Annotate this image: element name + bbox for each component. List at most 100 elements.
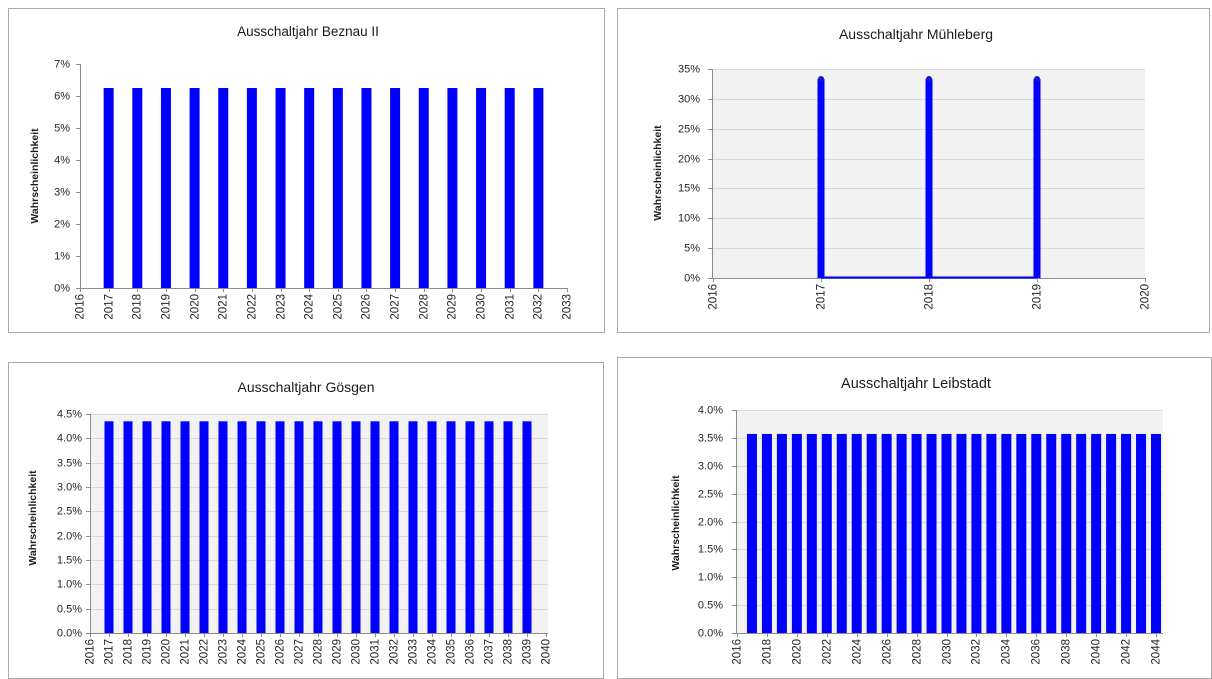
x-tick-label: 2021 [180,639,192,665]
x-tick-label: 2039 [522,639,534,665]
x-tick-label: 2017 [104,294,116,320]
y-tick-label: 4.0% [57,433,82,445]
chart-canvas: Ausschaltjahr Leibstadt Wahrscheinlichke… [670,376,1163,665]
x-tick-label: 2034 [427,638,439,664]
y-tick-label: 2.0% [57,531,82,543]
bar [836,433,847,633]
bar [351,421,361,633]
bar [941,433,952,633]
chart-title: Ausschaltjahr Beznau II [237,24,379,39]
x-tick-label: 2018 [924,284,936,310]
y-tick-label: 3.0% [698,461,723,473]
chart-goesgen: Ausschaltjahr Gösgen Wahrscheinlichkeit … [8,362,604,679]
x-axis: 2016 2017 2018 2019 2020 [708,278,1152,310]
bar [1151,433,1161,633]
bar [1016,433,1027,633]
y-tick-label: 2.0% [698,517,723,529]
bar [447,88,458,288]
y-tick-label: 1.0% [57,579,82,591]
bar [522,421,532,633]
y-tick-label: 1.5% [57,555,82,567]
y-tick-label: 5% [54,123,70,135]
y-tick-label: 5% [684,243,700,255]
x-tick-label: 2016 [708,284,720,310]
y-tick-label: 0% [54,283,70,295]
x-tick-label: 2038 [1061,639,1073,665]
y-tick-label: 1.5% [698,544,723,556]
x-tick-label: 2042 [1121,639,1133,665]
chart-beznau-ii: Ausschaltjahr Beznau II Wahrscheinlichke… [8,8,605,333]
bar [275,88,286,288]
y-axis-title: Wahrscheinlichkeit [29,128,41,224]
bar [1076,433,1087,633]
bar [476,88,487,288]
bar [304,88,315,288]
x-tick-label: 2018 [132,294,144,320]
bar-marker [818,75,824,82]
x-tick-label: 2020 [792,639,804,665]
bar [484,421,494,633]
chart-title: Ausschaltjahr Mühleberg [839,26,993,42]
y-tick-label: 1% [54,251,70,263]
y-tick-label: 30% [678,94,700,106]
x-tick-label: 2026 [361,294,373,320]
bar [866,433,877,633]
bar [971,433,982,633]
y-tick-label: 15% [678,183,700,195]
bar [104,421,114,633]
chart-title: Ausschaltjahr Gösgen [238,379,375,395]
x-tick-label: 2035 [446,639,458,665]
x-tick-label: 2024 [237,638,249,664]
x-tick-label: 2038 [503,639,515,665]
bars [103,88,544,288]
x-tick-label: 2016 [75,294,87,320]
x-tick-label: 2023 [276,294,288,320]
x-tick-label: 2016 [732,639,744,665]
x-tick-label: 2033 [408,639,420,665]
chart-leibstadt: Ausschaltjahr Leibstadt Wahrscheinlichke… [617,357,1212,679]
bar [361,88,372,288]
x-tick-label: 2036 [465,639,477,665]
bar [1061,433,1072,633]
plot-area [90,414,548,633]
bar [180,421,190,633]
y-tick-label: 3.0% [57,482,82,494]
x-tick-label: 2030 [476,294,488,320]
x-tick-label: 2031 [370,639,382,665]
y-tick-label: 0.5% [698,600,723,612]
y-tick-label: 3% [54,187,70,199]
x-tick-label: 2025 [256,639,268,665]
bar [911,433,922,633]
x-tick-label: 2029 [447,294,459,320]
bar [956,433,967,633]
bar [189,88,200,288]
x-tick-label: 2030 [942,639,954,665]
bar [218,421,228,633]
x-tick-label: 2020 [190,294,202,320]
bar [446,421,456,633]
bar [817,78,825,278]
x-tick-label: 2027 [294,639,306,665]
x-tick-label: 2044 [1151,638,1163,664]
x-tick-label: 2017 [104,639,116,665]
chart-canvas: Ausschaltjahr Gösgen Wahrscheinlichkeit … [27,379,553,665]
x-axis: 2016 2017 2018 2019 2020 2021 2022 2023 2024 2025… [75,288,574,320]
bar [427,421,437,633]
x-tick-label: 2019 [1032,284,1044,310]
bar [237,421,247,633]
bar [256,421,266,633]
chart-canvas: Ausschaltjahr Mühleberg Wahrscheinlichke… [652,26,1152,310]
y-tick-label: 2% [54,219,70,231]
x-tick-label: 2025 [333,294,345,320]
y-tick-label: 1.0% [698,572,723,584]
bar [1001,433,1012,633]
bar [986,433,997,633]
bar [1106,433,1117,633]
y-axis: 0% 5% 10% 15% 20% 25% 30% 35% [678,64,713,285]
bar [746,433,757,633]
bar [465,421,475,633]
x-tick-label: 2020 [161,639,173,665]
bar [1046,433,1057,633]
y-axis: 0.0% 0.5% 1.0% 1.5% 2.0% 2.5% 3.0% 3.5% 4.0% [698,405,737,640]
bar [896,433,907,633]
